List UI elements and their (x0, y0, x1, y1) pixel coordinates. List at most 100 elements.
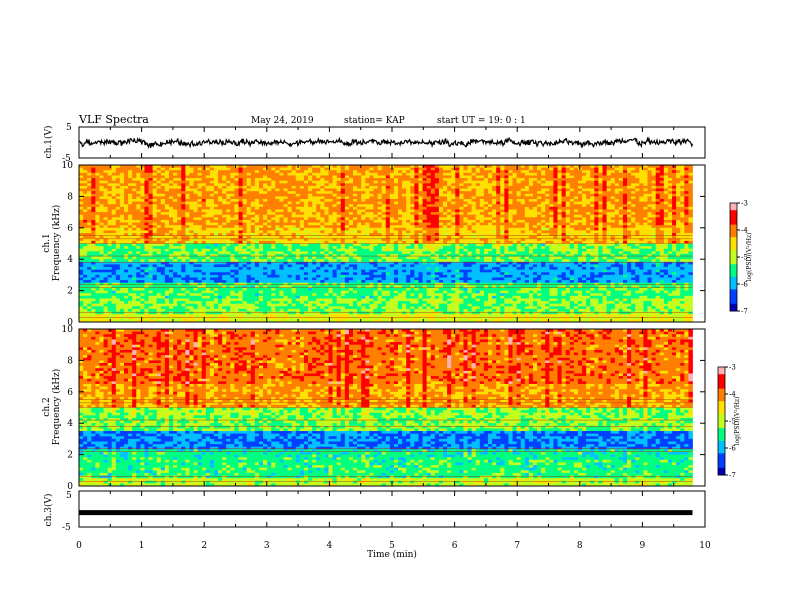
spectrogram-cell (251, 236, 255, 239)
spectrogram-cell (300, 189, 304, 192)
spectrogram-cell (484, 186, 488, 189)
spectrogram-cell (660, 217, 664, 220)
spectrogram-cell (631, 189, 635, 192)
spectrogram-cell (590, 220, 594, 223)
spectrogram-cell (443, 223, 447, 226)
spectrogram-cell (468, 175, 472, 178)
spectrogram-cell (153, 189, 157, 192)
spectrogram-cell (345, 220, 349, 223)
spectrogram-cell (459, 181, 463, 184)
spectrogram-cell (149, 199, 153, 202)
spectrogram-cell (128, 175, 132, 178)
spectrogram-cell (586, 207, 590, 210)
spectrogram-cell (508, 204, 512, 207)
spectrogram-cell (112, 244, 116, 247)
spectrogram-cell (480, 223, 484, 226)
spectrogram-cell (508, 199, 512, 202)
spectrogram-cell (525, 199, 529, 202)
spectrogram-cell (161, 207, 165, 210)
spectrogram-cell (345, 191, 349, 194)
spectrogram-cell (668, 217, 672, 220)
spectrogram-cell (435, 183, 439, 186)
spectrogram-cell (529, 204, 533, 207)
spectrogram-cell (668, 225, 672, 228)
spectrogram-cell (153, 228, 157, 231)
spectrogram-cell (149, 191, 153, 194)
spectrogram-cell (406, 207, 410, 210)
spectrogram-cell (492, 170, 496, 173)
spectrogram-cell (316, 249, 320, 252)
spectrogram-cell (619, 194, 623, 197)
spectrogram-cell (688, 196, 692, 199)
spectrogram-cell (210, 194, 214, 197)
spectrogram-cell (431, 225, 435, 228)
spectrogram-cell (566, 168, 570, 171)
spectrogram-cell (578, 215, 582, 218)
spectrogram-cell (423, 183, 427, 186)
spectrogram-cell (161, 230, 165, 233)
spectrogram-cell (574, 225, 578, 228)
spectrogram-cell (341, 189, 345, 192)
spectrogram-cell (484, 202, 488, 205)
spectrogram-cell (153, 236, 157, 239)
spectrogram-cell (263, 244, 267, 247)
spectrogram-cell (611, 217, 615, 220)
spectrogram-cell (410, 202, 414, 205)
spectrogram-cell (247, 168, 251, 171)
spectrogram-cell (378, 246, 382, 249)
spectrogram-cell (198, 217, 202, 220)
spectrogram-cell (198, 183, 202, 186)
spectrogram-cell (312, 225, 316, 228)
spectrogram-cell (173, 202, 177, 205)
spectrogram-cell (198, 251, 202, 254)
spectrogram-cell (480, 209, 484, 212)
spectrogram-cell (378, 217, 382, 220)
spectrogram-cell (643, 186, 647, 189)
spectrogram-cell (128, 173, 132, 176)
spectrogram-cell (684, 178, 688, 181)
spectrogram-cell (562, 244, 566, 247)
spectrogram-cell (108, 183, 112, 186)
spectrogram-cell (435, 178, 439, 181)
spectrogram-cell (623, 246, 627, 249)
spectrogram-cell (124, 228, 128, 231)
spectrogram-cell (239, 215, 243, 218)
spectrogram-cell (263, 228, 267, 231)
spectrogram-cell (439, 230, 443, 233)
spectrogram-cell (112, 199, 116, 202)
spectrogram-cell (676, 217, 680, 220)
spectrogram-cell (590, 196, 594, 199)
spectrogram-cell (615, 186, 619, 189)
spectrogram-cell (124, 215, 128, 218)
spectrogram-cell (202, 249, 206, 252)
spectrogram-cell (198, 230, 202, 233)
spectrogram-cell (578, 217, 582, 220)
spectrogram-cell (533, 173, 537, 176)
spectrogram-cell (87, 204, 91, 207)
spectrogram-cell (500, 194, 504, 197)
spectrogram-cell (504, 230, 508, 233)
spectrogram-cell (108, 199, 112, 202)
spectrogram-cell (382, 170, 386, 173)
spectrogram-cell (165, 199, 169, 202)
spectrogram-cell (427, 168, 431, 171)
spectrogram-cell (202, 215, 206, 218)
spectrogram-cell (496, 175, 500, 178)
spectrogram-cell (345, 244, 349, 247)
spectrogram-cell (165, 220, 169, 223)
spectrogram-cell (382, 189, 386, 192)
spectrogram-cell (451, 236, 455, 239)
spectrogram-cell (99, 194, 103, 197)
spectrogram-cell (120, 244, 124, 247)
spectrogram-cell (455, 204, 459, 207)
spectrogram-cell (328, 194, 332, 197)
spectrogram-cell (296, 196, 300, 199)
spectrogram-cell (104, 249, 108, 252)
spectrogram-cell (521, 204, 525, 207)
spectrogram-cell (251, 178, 255, 181)
spectrogram-cell (300, 199, 304, 202)
spectrogram-cell (369, 189, 373, 192)
spectrogram-cell (259, 204, 263, 207)
spectrogram-cell (615, 173, 619, 176)
spectrogram-cell (382, 168, 386, 171)
